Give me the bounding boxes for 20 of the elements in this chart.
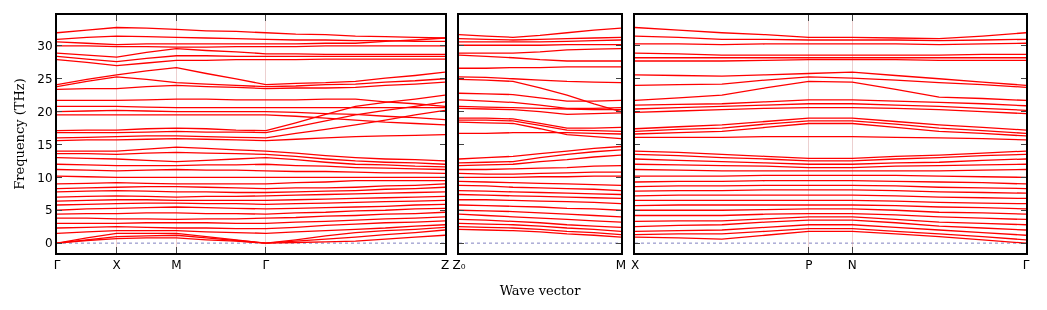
x-tick-label: P	[805, 258, 813, 273]
y-tick-label: 0	[44, 236, 53, 251]
x-tick-label: N	[847, 258, 857, 273]
y-tick-label: 20	[37, 104, 53, 119]
y-tick-label: 25	[37, 71, 53, 86]
y-tick-label: 30	[37, 39, 53, 54]
x-tick-label: Z	[440, 258, 450, 273]
x-tick-label: Z₀	[452, 258, 466, 273]
x-tick-label: M	[615, 258, 627, 273]
x-tick-label: Γ	[53, 258, 61, 273]
x-tick-label: Γ	[262, 258, 270, 273]
x-tick-label: X	[112, 258, 121, 273]
x-tick-label: M	[171, 258, 182, 273]
y-tick-label: 15	[37, 137, 53, 152]
y-tick-label: 10	[37, 170, 53, 185]
x-tick-label: X	[630, 258, 640, 273]
y-tick-label: 5	[44, 203, 53, 218]
x-axis-title: Wave vector	[499, 282, 582, 298]
x-tick-label: Γ	[1022, 258, 1030, 273]
y-axis-title: Frequency (THz)	[11, 78, 27, 190]
